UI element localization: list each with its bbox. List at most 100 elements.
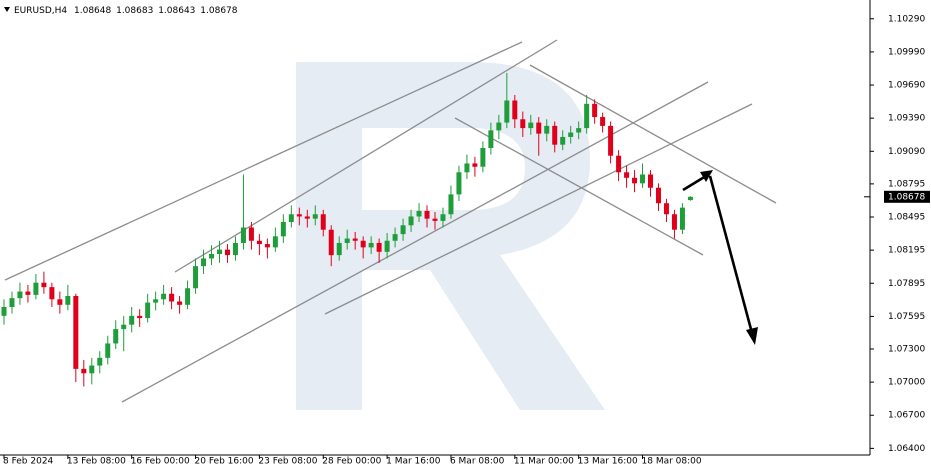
header: EURUSD,H4 1.08648 1.08683 1.08643 1.0867… xyxy=(14,6,238,16)
high: 1.08683 xyxy=(116,6,153,16)
x-tick-label: 11 Mar 00:00 xyxy=(514,457,574,467)
candle-body xyxy=(671,214,677,230)
candle-body xyxy=(600,117,606,126)
candle-body xyxy=(113,329,119,344)
candle-body xyxy=(440,214,446,221)
candle-body xyxy=(384,240,390,252)
x-tick-label: 1 Mar 16:00 xyxy=(386,457,441,467)
candle-body xyxy=(528,122,534,129)
candle-body xyxy=(504,100,510,123)
y-tick-label: 1.10290 xyxy=(888,14,925,24)
candle-body xyxy=(41,282,47,288)
y-tick-label: 1.07595 xyxy=(888,312,925,322)
candle-body xyxy=(161,293,167,300)
y-tick-label: 1.08195 xyxy=(888,246,925,256)
candle-body xyxy=(256,240,262,245)
candle-body xyxy=(193,266,199,289)
candle-body xyxy=(264,244,270,248)
candle-body xyxy=(209,254,215,259)
candle-body xyxy=(1,307,7,316)
candle-body xyxy=(448,194,454,215)
x-tick-label: 13 Feb 08:00 xyxy=(67,457,126,467)
y-tick-label: 1.06400 xyxy=(888,444,925,454)
candle-body xyxy=(65,295,71,305)
candle-body xyxy=(496,122,502,131)
candle-body xyxy=(224,249,230,256)
price-tag-label: 1.08678 xyxy=(888,192,925,202)
candle-body xyxy=(272,236,278,248)
candle-body xyxy=(456,172,462,195)
y-tick-label: 1.06700 xyxy=(888,411,925,421)
candle-body xyxy=(432,218,438,221)
x-tick-label: 28 Feb 00:00 xyxy=(322,457,381,467)
candle-body xyxy=(185,288,191,305)
candle-body xyxy=(121,324,127,330)
watermark xyxy=(296,62,605,410)
candle-body xyxy=(536,122,542,134)
open: 1.08648 xyxy=(74,6,111,16)
candle-body xyxy=(81,368,87,374)
candle-body xyxy=(552,125,558,145)
candle-body xyxy=(352,238,358,241)
candle-body xyxy=(25,291,31,295)
candle-body xyxy=(624,172,630,178)
candle-body xyxy=(679,207,685,230)
candle-body xyxy=(488,130,494,148)
y-tick-label: 1.09690 xyxy=(888,81,925,91)
candle-body xyxy=(512,100,518,120)
candle-body xyxy=(177,301,183,305)
candle-body xyxy=(344,238,350,243)
candle-body xyxy=(33,282,39,295)
y-tick-label: 1.08795 xyxy=(888,179,925,189)
candle-body xyxy=(288,214,294,222)
candle-body xyxy=(49,287,55,300)
x-tick-label: 6 Mar 08:00 xyxy=(450,457,505,467)
candle-body xyxy=(169,293,175,302)
candle-body xyxy=(240,227,246,243)
candle-body xyxy=(687,196,693,201)
candle-body xyxy=(17,291,23,299)
candle-body xyxy=(336,242,342,256)
candle-body xyxy=(663,203,669,215)
y-tick-label: 1.07000 xyxy=(888,378,925,388)
candle-body xyxy=(280,221,286,237)
candle-body xyxy=(544,125,550,134)
x-tick-label: 23 Feb 08:00 xyxy=(258,457,317,467)
candle-body xyxy=(129,315,135,325)
candle-body xyxy=(153,299,159,303)
price-tag xyxy=(884,190,930,203)
candle-body xyxy=(416,210,422,217)
candle-body xyxy=(360,240,366,248)
candle-body xyxy=(201,258,207,267)
candle-body xyxy=(376,242,382,252)
candle-body xyxy=(368,242,374,248)
menu-icon xyxy=(4,7,10,12)
candle-body xyxy=(89,365,95,374)
x-tick-label: 18 Mar 08:00 xyxy=(642,457,702,467)
candle-body xyxy=(584,103,590,129)
candle-body xyxy=(608,125,614,156)
close: 1.08678 xyxy=(200,6,237,16)
candle-body xyxy=(392,234,398,241)
symbol: EURUSD,H4 xyxy=(14,6,67,16)
candle-body xyxy=(145,302,151,319)
candle-body xyxy=(232,242,238,256)
candle-body xyxy=(216,249,222,255)
candle-body xyxy=(576,128,582,133)
candle-body xyxy=(57,299,63,305)
y-tick-label: 1.08495 xyxy=(888,213,925,223)
y-tick-label: 1.09990 xyxy=(888,47,925,57)
candle-body xyxy=(640,174,646,184)
y-tick-label: 1.07895 xyxy=(888,279,925,289)
x-tick-label: 20 Feb 16:00 xyxy=(195,457,254,467)
forecast-arrows xyxy=(682,170,758,345)
candle-body xyxy=(9,298,15,308)
candle-body xyxy=(105,343,111,358)
candle-body xyxy=(568,132,574,137)
candle-body xyxy=(480,147,486,167)
candle-body xyxy=(296,214,302,217)
candle-body xyxy=(408,216,414,226)
candle-body xyxy=(424,210,430,219)
candle-body xyxy=(655,187,661,204)
trend-lines xyxy=(4,39,777,403)
